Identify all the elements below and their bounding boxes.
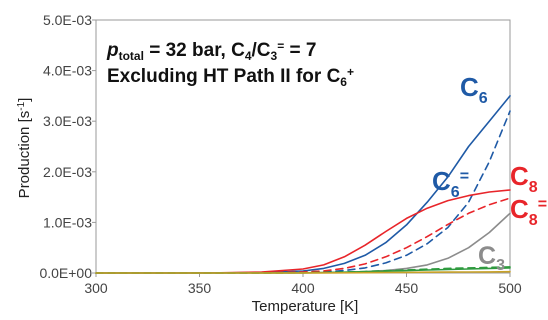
series-label-0: C6 xyxy=(460,72,488,107)
x-tick-label: 450 xyxy=(395,280,419,296)
y-tick-label: 3.0E-03 xyxy=(43,113,92,129)
series-label-2: C8 xyxy=(510,161,538,196)
series-label-1: C6= xyxy=(432,166,469,201)
series-line-2 xyxy=(95,189,511,274)
series-label-3: C8= xyxy=(510,194,547,229)
annotation-line-2: Excluding HT Path II for C6+ xyxy=(107,65,354,89)
y-tick-label: 0.0E+00 xyxy=(39,265,92,281)
series-line-7 xyxy=(95,270,511,274)
x-axis: 300 350 400 450 500 xyxy=(84,273,522,296)
y-tick-label: 1.0E-03 xyxy=(43,214,92,230)
x-tick-label: 350 xyxy=(188,280,212,296)
annotation-line-1: ptotal = 32 bar, C4/C3= = 7 xyxy=(106,39,316,63)
series-label-4: C3 xyxy=(478,242,505,274)
series-lines xyxy=(95,95,511,274)
y-tick-label: 4.0E-03 xyxy=(43,63,92,79)
series-line-4 xyxy=(95,212,511,274)
x-tick-label: 500 xyxy=(498,280,522,296)
y-tick-label: 2.0E-03 xyxy=(43,164,92,180)
y-tick-label: 5.0E-03 xyxy=(43,12,92,28)
x-tick-label: 300 xyxy=(84,280,108,296)
y-axis: 0.0E+00 1.0E-03 2.0E-03 3.0E-03 4.0E-03 5.0E-… xyxy=(39,12,96,281)
series-line-3 xyxy=(95,197,511,274)
x-tick-label: 400 xyxy=(291,280,315,296)
y-axis-label: Production [s-1] xyxy=(16,98,33,199)
x-axis-label: Temperature [K] xyxy=(252,298,359,315)
